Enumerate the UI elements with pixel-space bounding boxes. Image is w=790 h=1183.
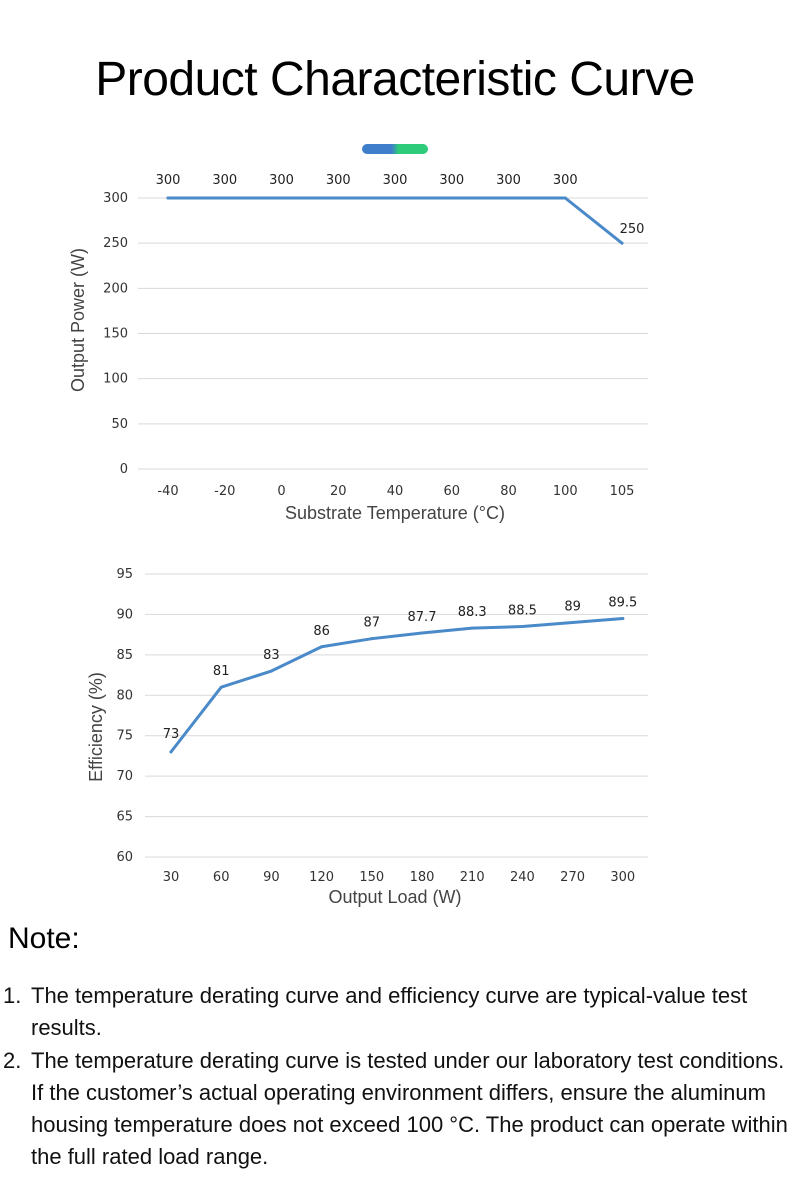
data-label: 89.5 [608, 595, 637, 610]
note-number: 1. [3, 983, 22, 1008]
data-label: 300 [156, 173, 181, 188]
data-label: 300 [383, 173, 408, 188]
data-point [166, 196, 170, 200]
x-tick-label: 0 [277, 484, 285, 499]
data-label: 83 [263, 648, 280, 663]
x-tick-label: 300 [610, 870, 635, 885]
temperature-derating-chart: 0 50 100 150 200 250 300 -40 -20 0 20 40 60 80 100 105 3… [68, 173, 648, 523]
y-tick-label: 0 [120, 462, 128, 477]
data-point [370, 637, 374, 641]
data-point [169, 750, 173, 754]
x-axis-title: Substrate Temperature (°C) [285, 503, 505, 523]
title-accent-bar [362, 144, 428, 154]
x-tick-label: 120 [309, 870, 334, 885]
data-point [571, 621, 575, 625]
series-line [166, 196, 624, 245]
data-point [219, 685, 223, 689]
data-point [223, 196, 227, 200]
data-point [520, 625, 524, 629]
data-label: 86 [313, 624, 330, 639]
x-tick-label: 105 [610, 484, 635, 499]
series-line [169, 616, 625, 754]
x-tick-label: 270 [560, 870, 585, 885]
data-label: 73 [163, 727, 180, 742]
data-label: 81 [213, 664, 230, 679]
x-tick-label: 180 [410, 870, 435, 885]
data-point [563, 196, 567, 200]
data-label: 300 [269, 173, 294, 188]
x-tick-label: 60 [213, 870, 230, 885]
data-point [393, 196, 397, 200]
y-tick-label: 75 [116, 729, 133, 744]
data-label: 87.7 [408, 610, 437, 625]
note-heading: Note: [8, 922, 80, 955]
x-tick-label: 150 [359, 870, 384, 885]
y-tick-label: 80 [116, 688, 133, 703]
data-label: 300 [553, 173, 578, 188]
data-point [280, 196, 283, 200]
page-title: Product Characteristic Curve [95, 53, 695, 106]
y-tick-label: 250 [103, 236, 128, 251]
data-label: 300 [326, 173, 351, 188]
data-label: 89 [564, 600, 581, 615]
data-point [420, 631, 424, 635]
x-axis-title: Output Load (W) [328, 887, 461, 907]
data-point [320, 645, 324, 649]
data-label: 250 [620, 222, 645, 237]
data-label: 87 [364, 616, 381, 631]
data-point [470, 626, 474, 630]
data-label: 300 [212, 173, 237, 188]
y-tick-label: 90 [116, 607, 133, 622]
notes-list: 1. The temperature derating curve and ef… [0, 980, 790, 1174]
data-point [336, 196, 340, 200]
data-label: 88.3 [458, 605, 487, 620]
x-tick-label: 60 [443, 484, 460, 499]
y-tick-label: 85 [116, 648, 133, 663]
note-text: The temperature derating curve and effic… [31, 983, 748, 1040]
data-label: 300 [439, 173, 464, 188]
y-axis-title: Output Power (W) [68, 248, 88, 392]
note-item: 1. The temperature derating curve and ef… [0, 980, 790, 1044]
x-tick-label: -40 [157, 484, 178, 499]
x-tick-label: 240 [510, 870, 535, 885]
y-tick-label: 200 [103, 281, 128, 296]
x-tick-label: 90 [263, 870, 280, 885]
data-point [621, 616, 625, 620]
y-axis-title: Efficiency (%) [86, 672, 106, 782]
y-tick-label: 300 [103, 191, 128, 206]
data-point [620, 241, 624, 245]
note-text: The temperature derating curve is tested… [31, 1048, 788, 1169]
data-point [269, 669, 273, 673]
x-tick-label: 20 [330, 484, 347, 499]
y-tick-label: 50 [111, 417, 128, 432]
y-tick-label: 65 [116, 810, 133, 825]
data-point [450, 196, 454, 200]
x-tick-label: 30 [163, 870, 180, 885]
y-tick-label: 60 [116, 850, 133, 865]
y-tick-label: 70 [116, 769, 133, 784]
note-number: 2. [3, 1048, 22, 1073]
y-tick-label: 150 [103, 327, 128, 342]
data-label: 300 [496, 173, 521, 188]
x-tick-label: 40 [387, 484, 404, 499]
y-tick-label: 100 [103, 372, 128, 387]
data-label: 88.5 [508, 604, 537, 619]
note-item: 2. The temperature derating curve is tes… [0, 1045, 790, 1173]
x-tick-label: 80 [500, 484, 517, 499]
data-point [507, 196, 510, 200]
x-tick-label: 100 [553, 484, 578, 499]
x-tick-label: 210 [460, 870, 485, 885]
x-tick-label: -20 [214, 484, 235, 499]
y-tick-label: 95 [116, 567, 133, 582]
efficiency-chart: 60 65 70 75 80 85 90 95 30 60 90 120 150 180 210 240 270… [86, 567, 648, 907]
